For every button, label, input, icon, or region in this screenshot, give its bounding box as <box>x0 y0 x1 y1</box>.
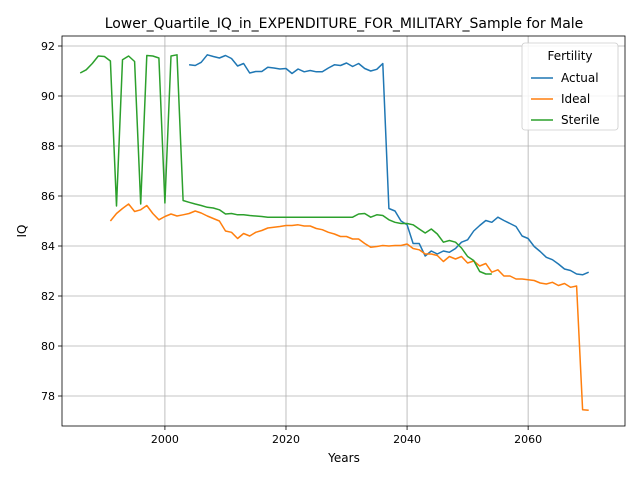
series-line-sterile <box>79 54 492 275</box>
x-tick-label: 2060 <box>514 433 542 446</box>
y-axis-label: IQ <box>15 225 29 238</box>
y-tick-label: 86 <box>41 190 55 203</box>
x-axis-label: Years <box>327 451 360 465</box>
series-lines <box>79 54 589 411</box>
legend-label-actual: Actual <box>561 71 599 85</box>
y-tick-label: 90 <box>41 90 55 103</box>
y-tick-label: 80 <box>41 340 55 353</box>
legend-title: Fertility <box>547 49 592 63</box>
y-tick-label: 92 <box>41 40 55 53</box>
plot-frame <box>61 35 626 427</box>
axis-ticks: 2000 2020 2040 2060 78 80 82 84 86 88 90 92 <box>41 40 542 446</box>
y-tick-label: 84 <box>41 240 55 253</box>
legend-label-ideal: Ideal <box>561 92 590 106</box>
series-line-actual <box>189 54 589 276</box>
legend: Fertility Actual Ideal Sterile <box>521 42 619 131</box>
x-tick-label: 2040 <box>393 433 421 446</box>
legend-box <box>521 42 619 131</box>
y-tick-label: 82 <box>41 290 55 303</box>
x-tick-label: 2000 <box>151 433 179 446</box>
chart-title: Lower_Quartile_IQ_in_EXPENDITURE_FOR_MIL… <box>105 16 584 32</box>
y-tick-label: 78 <box>41 390 55 403</box>
legend-label-sterile: Sterile <box>561 113 600 127</box>
series-line-ideal <box>109 203 589 411</box>
x-tick-label: 2020 <box>272 433 300 446</box>
y-tick-label: 88 <box>41 140 55 153</box>
